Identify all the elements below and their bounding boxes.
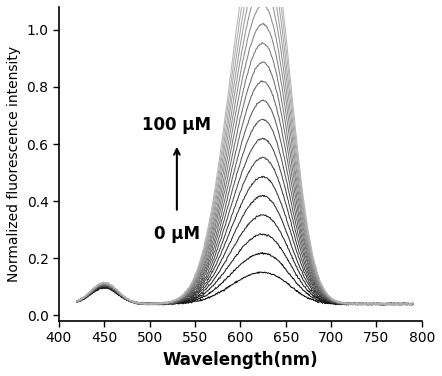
- X-axis label: Wavelength(nm): Wavelength(nm): [163, 351, 318, 369]
- Text: 100 μM: 100 μM: [142, 116, 211, 134]
- Text: 0 μM: 0 μM: [154, 226, 200, 243]
- Y-axis label: Normalized fluorescence intensity: Normalized fluorescence intensity: [7, 46, 21, 282]
